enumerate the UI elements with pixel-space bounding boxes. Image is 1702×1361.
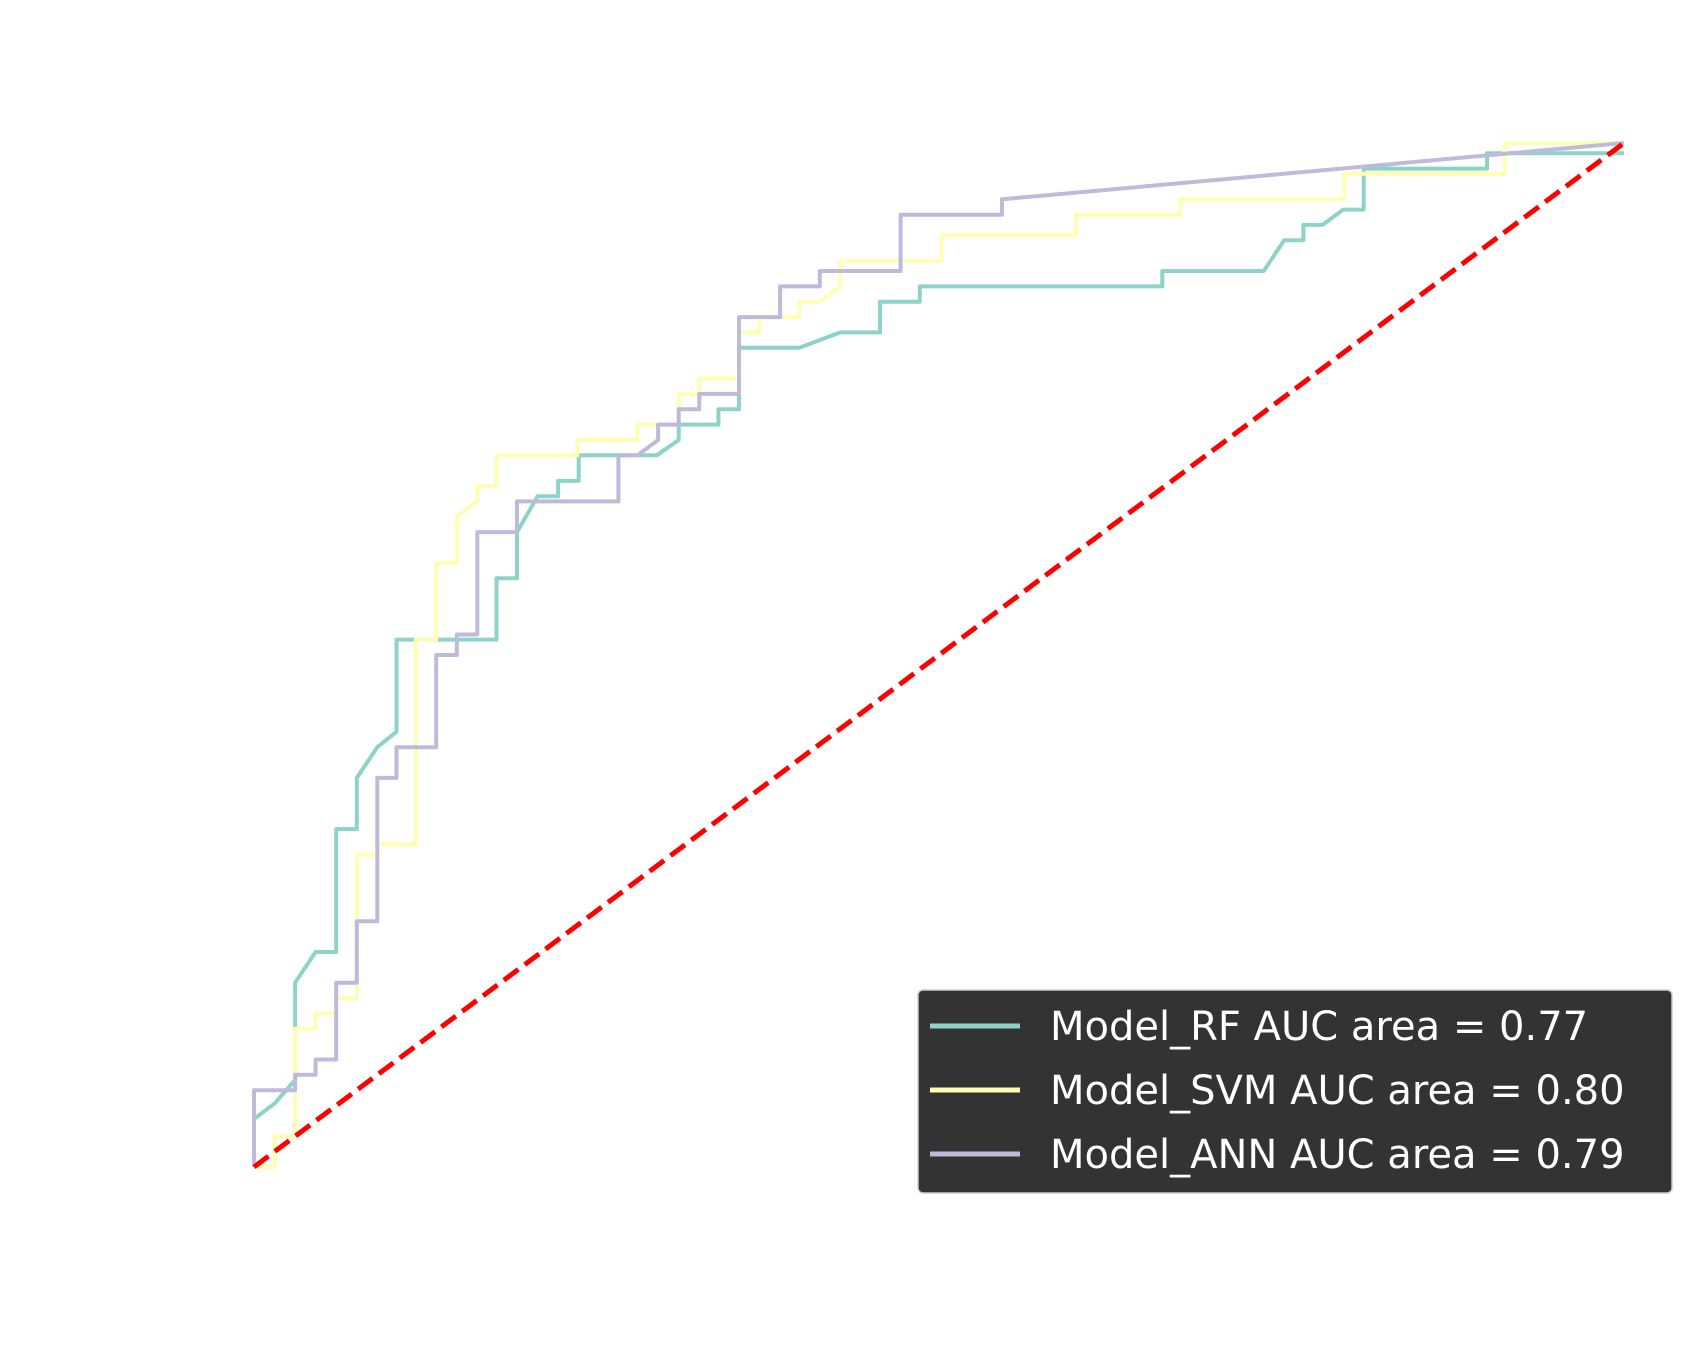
legend-box (917, 989, 1673, 1194)
legend-label-ann: Model_ANN AUC area = 0.79 (1050, 1132, 1625, 1178)
legend-label-svm: Model_SVM AUC area = 0.80 (1050, 1068, 1625, 1114)
series-line-ann (252, 141, 1625, 1167)
legend-label-rf: Model_RF AUC area = 0.77 (1050, 1004, 1588, 1050)
series-line-svm (254, 141, 1624, 1169)
plot-area (252, 140, 1626, 1170)
legend: Model_RF AUC area = 0.77 Model_SVM AUC a… (917, 989, 1673, 1194)
